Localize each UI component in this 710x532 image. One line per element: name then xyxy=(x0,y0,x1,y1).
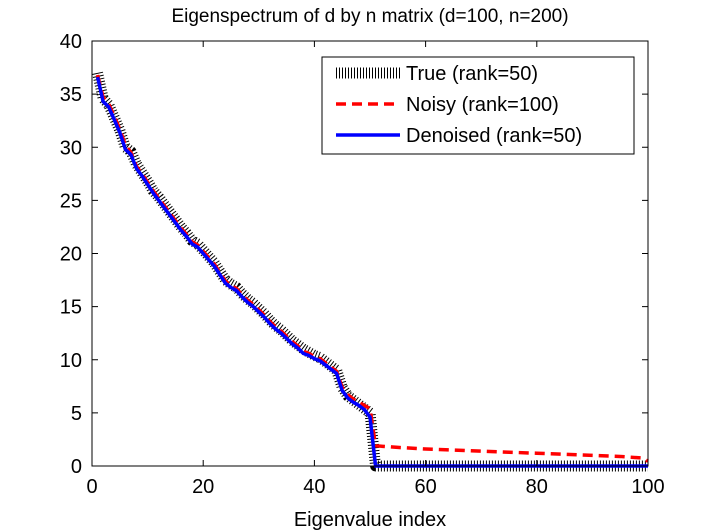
x-tick-label: 40 xyxy=(303,476,325,498)
x-tick-label: 0 xyxy=(86,476,97,498)
y-tick-label: 30 xyxy=(60,137,82,159)
y-tick-label: 5 xyxy=(71,403,82,425)
y-tick-label: 20 xyxy=(60,244,82,266)
y-tick-label: 40 xyxy=(60,31,82,53)
x-axis-label: Eigenvalue index xyxy=(294,509,446,531)
y-tick-label: 10 xyxy=(60,350,82,372)
x-tick-label: 80 xyxy=(526,476,548,498)
x-tick-label: 20 xyxy=(192,476,214,498)
legend-entry-true-label: True (rank=50) xyxy=(406,63,538,85)
y-tick-label: 0 xyxy=(71,456,82,478)
legend: True (rank=50) Noisy (rank=100) Denoised (… xyxy=(321,56,635,155)
legend-entry-noisy-label: Noisy (rank=100) xyxy=(406,94,559,116)
x-tick-label: 100 xyxy=(631,476,664,498)
y-tick-label: 35 xyxy=(60,84,82,106)
axes: 0 20 40 60 80 100 0 5 10 15 20 25 30 35 40 xyxy=(60,31,665,498)
y-tick-label: 25 xyxy=(60,190,82,212)
x-tick-label: 60 xyxy=(414,476,436,498)
chart-title: Eigenspectrum of d by n matrix (d=100, n… xyxy=(171,6,568,27)
y-tick-label: 15 xyxy=(60,297,82,319)
legend-entry-denoised-label: Denoised (rank=50) xyxy=(406,125,582,147)
